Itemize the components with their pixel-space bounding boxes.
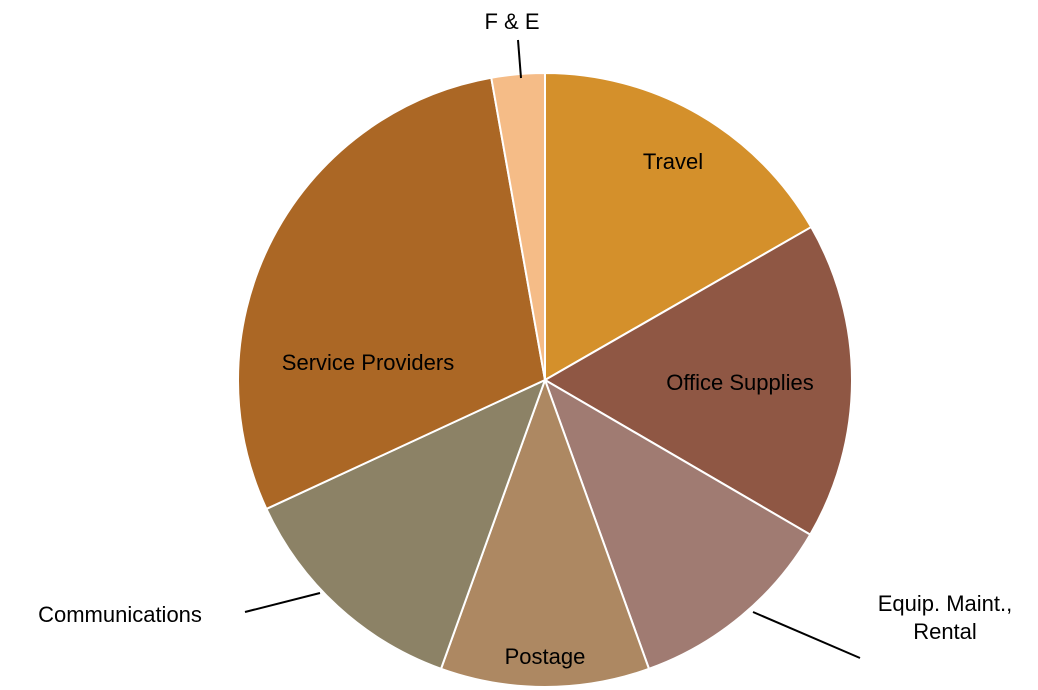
slice-label: Equip. Maint., Rental — [877, 591, 1013, 644]
leader-line — [244, 592, 321, 613]
slice-label: Communications — [38, 602, 202, 627]
slice-label: Service Providers — [281, 350, 455, 375]
pie-slice — [237, 76, 547, 511]
slices — [237, 71, 853, 688]
pie-slice — [265, 378, 547, 671]
slice-label: F & E — [484, 9, 540, 34]
pie-slice — [544, 71, 813, 382]
pie-slice — [490, 71, 546, 381]
pie-slice — [439, 377, 651, 688]
slice-label: Office Supplies — [666, 370, 814, 395]
pie-slice — [543, 377, 812, 671]
leader-line — [517, 39, 522, 79]
leader-line — [752, 611, 861, 659]
pie-slice — [543, 225, 853, 536]
slice-label: Travel — [642, 149, 704, 174]
slice-label: Postage — [504, 644, 586, 669]
